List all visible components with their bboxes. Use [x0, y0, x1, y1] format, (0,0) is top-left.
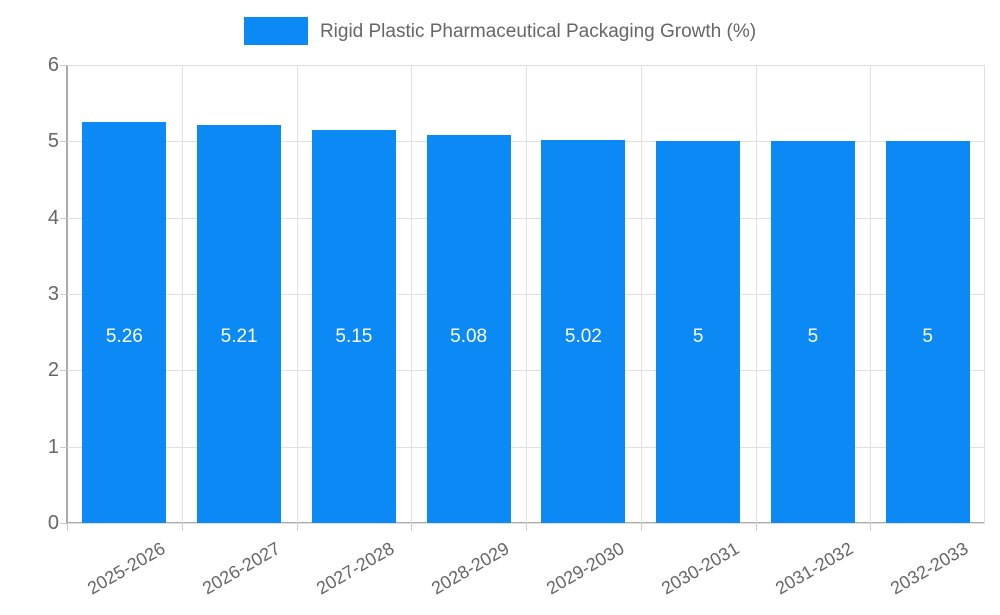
- y-tick-mark: [60, 217, 66, 219]
- bar[interactable]: 5: [656, 141, 741, 523]
- y-tick-mark: [60, 523, 66, 524]
- bar-value-label: 5: [807, 326, 819, 347]
- x-gridline: [755, 65, 757, 523]
- bar-value-label: 5: [922, 326, 933, 347]
- x-axis-tick-label: 2032-2033: [886, 538, 972, 599]
- bar-value-label: 5: [692, 326, 704, 347]
- x-gridline: [526, 65, 527, 523]
- x-axis-tick-label: 2028-2029: [427, 538, 513, 599]
- bar-value-label: 5.15: [335, 326, 373, 347]
- x-axis-tick-label: 2031-2032: [772, 538, 857, 599]
- y-tick-mark: [60, 446, 66, 448]
- legend-label: Rigid Plastic Pharmaceutical Packaging G…: [319, 20, 757, 42]
- x-tick-mark: [411, 523, 413, 531]
- bar[interactable]: 5.02: [541, 139, 626, 523]
- y-axis-tick-label: 6: [47, 54, 59, 76]
- x-gridline: [870, 65, 872, 523]
- plot-area: 0 1 2 3 4 5 6 5.26 5.21 5.15 5.08 5.02 5 5 5 2025-202…: [48, 55, 985, 599]
- bar[interactable]: 5: [885, 141, 970, 523]
- x-tick-mark: [67, 523, 68, 531]
- y-axis-tick-label: 5: [47, 130, 59, 153]
- x-tick-mark: [526, 523, 527, 531]
- bar-value-label: 5.08: [450, 326, 488, 347]
- x-axis-tick-label: 2027-2028: [313, 538, 398, 599]
- legend-color-swatch: [243, 17, 308, 45]
- x-axis-tick-label: 2029-2030: [542, 538, 628, 599]
- y-tick-mark: [60, 294, 66, 295]
- x-axis-tick-label: 2025-2026: [83, 538, 169, 599]
- bar[interactable]: 5.08: [426, 135, 511, 523]
- y-axis-tick-label: 4: [47, 206, 59, 229]
- x-axis-tick-label: 2026-2027: [198, 538, 284, 599]
- bar[interactable]: 5: [770, 141, 855, 523]
- x-gridline: [296, 65, 298, 523]
- x-tick-mark: [181, 523, 183, 531]
- bar-value-label: 5.21: [220, 326, 258, 347]
- x-tick-mark: [755, 523, 757, 531]
- y-tick-mark: [60, 141, 66, 143]
- x-gridline: [411, 65, 413, 523]
- x-tick-mark: [870, 523, 872, 531]
- x-axis-tick-label: 2030-2031: [657, 538, 743, 599]
- legend-item[interactable]: Rigid Plastic Pharmaceutical Packaging G…: [243, 17, 757, 45]
- x-gridline: [640, 65, 642, 523]
- bar[interactable]: 5.15: [311, 129, 396, 523]
- chart-legend: Rigid Plastic Pharmaceutical Packaging G…: [0, 14, 1000, 48]
- bar-chart: Rigid Plastic Pharmaceutical Packaging G…: [0, 14, 1000, 599]
- y-axis-tick-label: 0: [47, 512, 59, 534]
- y-axis-tick-label: 3: [47, 283, 59, 305]
- y-axis-tick-label: 1: [47, 435, 59, 458]
- x-tick-mark: [640, 523, 642, 531]
- y-tick-mark: [60, 370, 66, 372]
- bar-value-label: 5.02: [564, 326, 602, 347]
- bar[interactable]: 5.26: [82, 121, 167, 523]
- x-gridline: [181, 65, 183, 523]
- bar[interactable]: 5.21: [197, 125, 282, 523]
- x-tick-mark: [296, 523, 298, 531]
- y-tick-mark: [60, 65, 66, 66]
- y-axis-tick-label: 2: [47, 359, 59, 382]
- bar-value-label: 5.26: [105, 326, 143, 347]
